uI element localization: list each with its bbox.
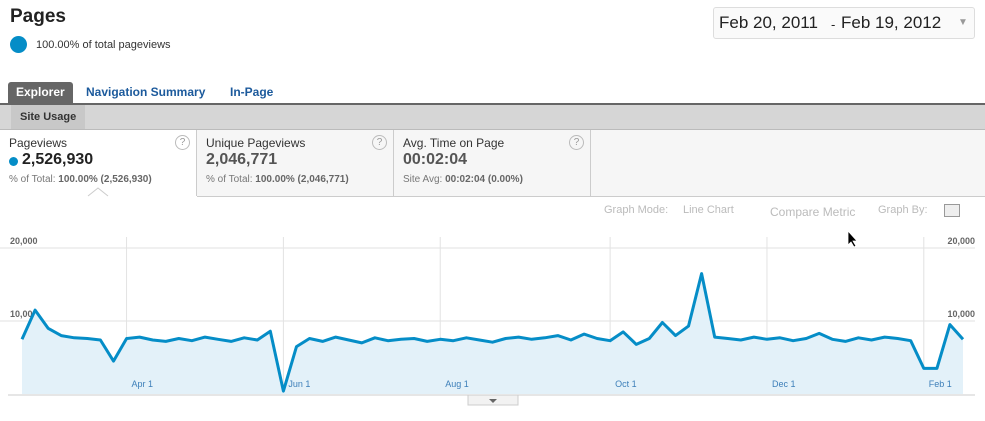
- metric-label: Pageviews: [9, 136, 68, 150]
- metric-value: 00:02:04: [403, 151, 468, 168]
- metric-sub: Site Avg: 00:02:04 (0.00%): [403, 174, 523, 185]
- y-tick-label: 10,000: [947, 309, 975, 319]
- area: [22, 273, 963, 394]
- date-separator: -: [831, 17, 836, 32]
- metric-box[interactable]: Avg. Time on Page 00:02:04 Site Avg: 00:02…: [394, 130, 591, 197]
- metric-sub-value: 100.00% (2,526,930): [58, 174, 152, 185]
- line: [20, 272, 965, 393]
- x-tick-label: Oct 1: [615, 379, 637, 389]
- tab[interactable]: In-Page: [230, 85, 274, 99]
- compare-metric[interactable]: Compare Metric: [770, 205, 856, 219]
- tab-rule: [0, 103, 985, 105]
- graph-mode[interactable]: Line Chart: [683, 204, 734, 216]
- pie-icon: [10, 36, 27, 53]
- date-picker[interactable]: Feb 20, 2011 - Feb 19, 2012 ▼: [713, 7, 975, 39]
- subtitle: 100.00% of total pageviews: [36, 39, 171, 51]
- metric-sub-value: 100.00% (2,046,771): [255, 174, 349, 185]
- metric-label: Avg. Time on Page: [403, 136, 505, 150]
- graph-by-label: Graph By:: [878, 204, 928, 216]
- metric-box[interactable]: Pageviews 2,526,930 % of Total: 100.00% (2…: [0, 130, 197, 196]
- dropdown-arrow: ▼: [958, 17, 968, 28]
- metric-filler: [591, 130, 985, 197]
- metric-sub: % of Total: 100.00% (2,046,771): [206, 174, 349, 185]
- subtab-bar: Site Usage: [0, 105, 985, 130]
- x-tick-label: Apr 1: [132, 379, 154, 389]
- help-icon: ?: [569, 135, 584, 150]
- tab[interactable]: Navigation Summary: [86, 85, 206, 99]
- metric-sub: % of Total: 100.00% (2,526,930): [9, 174, 152, 185]
- help-icon: ?: [372, 135, 387, 150]
- date-end: Feb 19, 2012: [841, 13, 942, 32]
- metric-sub-label: Site Avg:: [403, 174, 443, 185]
- page-title: Pages: [10, 6, 66, 27]
- selection-pointer: [87, 187, 109, 197]
- graph-mode-label: Graph Mode:: [604, 204, 669, 216]
- y-tick-label: 20,000: [947, 236, 975, 246]
- x-tick-label: Jun 1: [288, 379, 310, 389]
- graph-by-icon[interactable]: [944, 204, 960, 217]
- metric-label: Unique Pageviews: [206, 136, 306, 150]
- x-tick-label: Dec 1: [772, 379, 796, 389]
- metric-sub-value: 00:02:04 (0.00%): [445, 174, 523, 185]
- x-tick-label: Feb 1: [929, 379, 952, 389]
- metric-box[interactable]: Unique Pageviews 2,046,771 % of Total: 100…: [197, 130, 394, 197]
- y-tick-label: 10,000: [10, 309, 38, 319]
- help-icon: ?: [175, 135, 190, 150]
- subtab[interactable]: Site Usage: [11, 105, 86, 129]
- x-tick-label: Aug 1: [445, 379, 469, 389]
- tab[interactable]: Explorer: [8, 82, 73, 103]
- metric-dot: [9, 157, 18, 166]
- handle-arrow: [489, 399, 497, 403]
- metric-value: 2,526,930: [22, 151, 94, 168]
- metric-value: 2,046,771: [206, 151, 278, 168]
- date-start: Feb 20, 2011: [719, 13, 818, 32]
- metric-sub-label: % of Total:: [9, 174, 56, 185]
- cursor: [847, 229, 858, 248]
- y-tick-label: 20,000: [10, 236, 38, 246]
- metric-sub-label: % of Total:: [206, 174, 253, 185]
